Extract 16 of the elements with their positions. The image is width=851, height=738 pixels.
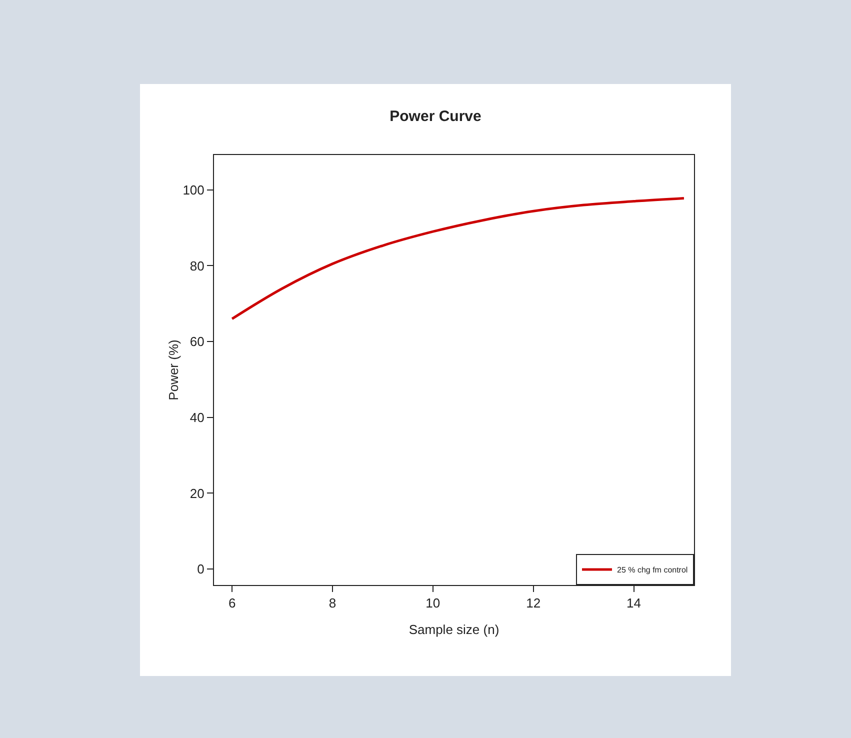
x-tick-label: 14 <box>626 596 641 611</box>
x-axis-title: Sample size (n) <box>408 622 500 637</box>
y-tick-label: 0 <box>197 562 204 577</box>
line-series <box>230 196 686 320</box>
x-tick-label: 10 <box>426 596 440 611</box>
y-tick-label: 100 <box>182 182 204 198</box>
chart-title: Power Curve <box>390 108 482 126</box>
y-axis-title: Power (%) <box>166 340 181 400</box>
y-tick-label: 20 <box>190 486 204 501</box>
y-tick-label: 60 <box>190 334 204 350</box>
y-tick-label: 80 <box>190 258 204 274</box>
x-tick-label: 12 <box>526 596 541 611</box>
legend-label: 25 % chg fm control <box>617 566 688 575</box>
x-tick-label: 8 <box>328 596 336 611</box>
x-tick-label: 6 <box>228 596 236 611</box>
y-tick-label: 40 <box>190 410 204 425</box>
